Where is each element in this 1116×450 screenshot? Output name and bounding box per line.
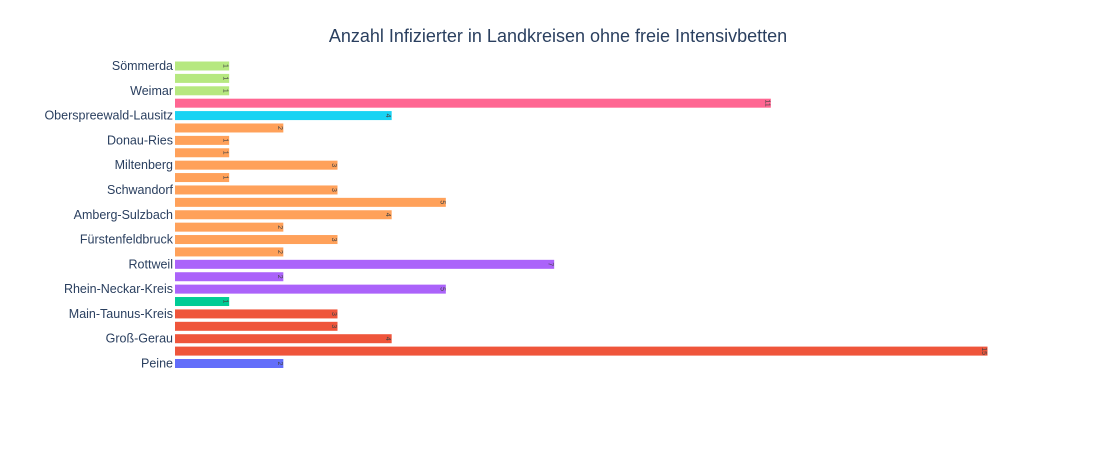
y-tick-label: Fürstenfeldbruck <box>80 233 174 247</box>
bar-value-label: 15 <box>980 347 987 355</box>
bar[interactable] <box>175 123 284 133</box>
bar-value-label: 1 <box>222 138 229 142</box>
bar-value-label: 1 <box>222 151 229 155</box>
bar-value-label: 7 <box>547 262 554 266</box>
bar[interactable] <box>175 321 338 331</box>
bar[interactable] <box>175 73 230 83</box>
bar-value-label: 2 <box>276 250 283 254</box>
y-tick-label: Schwandorf <box>107 183 174 197</box>
bar-value-label: 1 <box>222 89 229 93</box>
bar[interactable] <box>175 160 338 170</box>
y-tick-label: Rhein-Neckar-Kreis <box>64 282 173 296</box>
bar[interactable] <box>175 235 338 245</box>
bar-value-label: 11 <box>763 100 770 107</box>
y-tick-label: Peine <box>141 357 173 371</box>
bar[interactable] <box>175 197 446 207</box>
bar-value-label: 5 <box>438 287 445 291</box>
y-tick-label: Amberg-Sulzbach <box>74 208 173 222</box>
chart-title: Anzahl Infizierter in Landkreisen ohne f… <box>329 26 787 46</box>
y-tick-label: Main-Taunus-Kreis <box>69 307 173 321</box>
bar-value-label: 1 <box>222 64 229 68</box>
bar-value-label: 4 <box>384 213 391 217</box>
y-tick-label: Miltenberg <box>115 158 173 172</box>
bar[interactable] <box>175 111 392 121</box>
bar-value-label: 3 <box>330 163 337 167</box>
bar[interactable] <box>175 173 230 183</box>
bar-value-label: 3 <box>330 324 337 328</box>
bar[interactable] <box>175 135 230 145</box>
bar-value-label: 2 <box>276 126 283 130</box>
bar-value-label: 2 <box>276 225 283 229</box>
bar-value-label: 3 <box>330 238 337 242</box>
bar-value-label: 2 <box>276 275 283 279</box>
bar[interactable] <box>175 247 284 257</box>
bar[interactable] <box>175 309 338 319</box>
y-tick-label: Weimar <box>130 84 173 98</box>
bar[interactable] <box>175 61 230 71</box>
bar[interactable] <box>175 210 392 220</box>
bar[interactable] <box>175 359 284 368</box>
bar-value-label: 1 <box>222 76 229 80</box>
y-tick-label: Sömmerda <box>112 59 173 73</box>
bar-value-label: 1 <box>222 176 229 180</box>
bar[interactable] <box>175 148 230 158</box>
bar[interactable] <box>175 297 230 307</box>
bar-value-label: 4 <box>384 337 391 341</box>
bar-value-label: 5 <box>438 200 445 204</box>
bar[interactable] <box>175 259 555 269</box>
bar[interactable] <box>175 98 771 108</box>
bar[interactable] <box>175 222 284 232</box>
y-tick-label: Rottweil <box>129 257 173 271</box>
bar-value-label: 3 <box>330 188 337 192</box>
bar-value-label: 1 <box>222 300 229 304</box>
y-tick-label: Donau-Ries <box>107 133 173 147</box>
bar-value-label: 3 <box>330 312 337 316</box>
y-tick-label: Groß-Gerau <box>106 332 173 346</box>
bar-value-label: 2 <box>276 362 283 366</box>
bar[interactable] <box>175 185 338 195</box>
bar[interactable] <box>175 346 988 356</box>
bar[interactable] <box>175 334 392 344</box>
bar[interactable] <box>175 272 284 282</box>
y-axis-tick-labels: Sömmerda Weimar Oberspreewald-Lausitz Donau… <box>44 59 173 371</box>
bar[interactable] <box>175 284 446 294</box>
bar-value-label: 4 <box>384 114 391 118</box>
bar[interactable] <box>175 86 230 96</box>
y-tick-label: Oberspreewald-Lausitz <box>44 109 173 123</box>
